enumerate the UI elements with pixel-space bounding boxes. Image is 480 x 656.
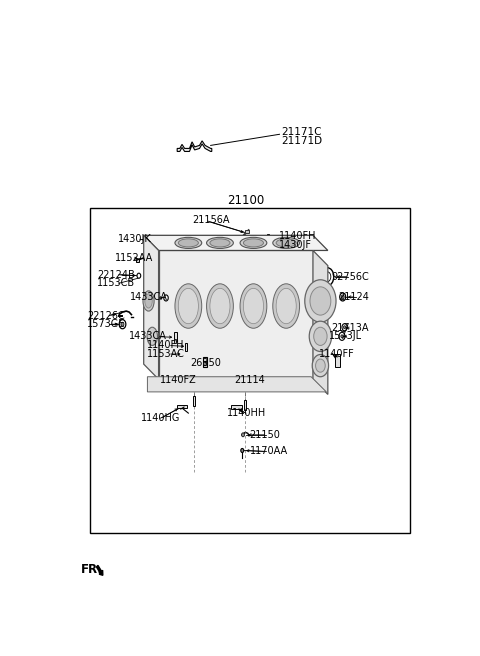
Text: 1140FH: 1140FH — [279, 232, 316, 241]
Circle shape — [310, 287, 331, 315]
Text: 1573GE: 1573GE — [87, 319, 125, 329]
Bar — [231, 405, 241, 409]
Text: 1140HH: 1140HH — [227, 408, 266, 418]
Text: 1170AA: 1170AA — [250, 447, 288, 457]
Circle shape — [241, 433, 244, 437]
Circle shape — [341, 335, 343, 338]
Circle shape — [241, 449, 244, 453]
Circle shape — [344, 326, 346, 329]
Bar — [174, 332, 177, 341]
Ellipse shape — [273, 284, 300, 328]
Text: 21171D: 21171D — [281, 136, 323, 146]
Ellipse shape — [178, 289, 198, 323]
Text: 22124B: 22124B — [97, 270, 135, 279]
Bar — [245, 230, 249, 233]
Ellipse shape — [276, 289, 296, 323]
Circle shape — [137, 273, 141, 278]
Text: 1153AC: 1153AC — [147, 349, 185, 359]
Ellipse shape — [240, 237, 267, 249]
Circle shape — [309, 321, 332, 352]
Text: 21171C: 21171C — [281, 127, 322, 136]
Circle shape — [342, 323, 347, 331]
Polygon shape — [147, 377, 326, 392]
Ellipse shape — [210, 289, 230, 323]
FancyArrow shape — [96, 565, 103, 575]
Text: 92756C: 92756C — [332, 272, 369, 281]
Ellipse shape — [206, 237, 233, 249]
Bar — [185, 343, 187, 352]
Circle shape — [173, 241, 178, 247]
Circle shape — [314, 327, 327, 346]
Circle shape — [265, 241, 270, 247]
Ellipse shape — [175, 284, 202, 328]
Polygon shape — [144, 236, 158, 379]
Text: 26350: 26350 — [190, 358, 221, 367]
Polygon shape — [177, 141, 212, 152]
Text: 21150: 21150 — [250, 430, 281, 440]
Bar — [90, 207, 410, 533]
Text: FR.: FR. — [81, 564, 102, 576]
Text: 1140FF: 1140FF — [319, 349, 354, 359]
Bar — [192, 396, 195, 406]
Polygon shape — [313, 251, 328, 394]
Bar — [177, 405, 187, 408]
Text: 21100: 21100 — [228, 194, 264, 207]
Bar — [135, 258, 139, 262]
Circle shape — [312, 354, 329, 377]
Ellipse shape — [178, 239, 198, 247]
Circle shape — [315, 359, 325, 372]
Text: 21114: 21114 — [234, 375, 265, 385]
Text: 1433CA: 1433CA — [129, 331, 167, 341]
Ellipse shape — [243, 289, 264, 323]
Text: 1153CB: 1153CB — [97, 278, 135, 288]
Text: 21156A: 21156A — [192, 215, 229, 225]
Text: 1573JL: 1573JL — [329, 331, 362, 341]
Text: 1152AA: 1152AA — [115, 253, 153, 263]
Text: 1140FH: 1140FH — [147, 340, 185, 350]
Bar — [174, 339, 176, 343]
Polygon shape — [144, 236, 328, 251]
Text: 1140FZ: 1140FZ — [160, 375, 196, 385]
Ellipse shape — [240, 284, 267, 328]
Ellipse shape — [243, 239, 264, 247]
Text: 22126C: 22126C — [87, 311, 124, 321]
Circle shape — [121, 322, 124, 326]
Text: 1430JK: 1430JK — [118, 234, 151, 244]
Circle shape — [119, 319, 126, 329]
Bar — [267, 234, 268, 241]
Text: 21713A: 21713A — [332, 323, 369, 333]
Ellipse shape — [206, 284, 233, 328]
Ellipse shape — [276, 239, 296, 247]
Circle shape — [164, 295, 168, 301]
Text: 1433CA: 1433CA — [130, 293, 168, 302]
Circle shape — [204, 361, 206, 365]
Ellipse shape — [147, 327, 157, 346]
Ellipse shape — [175, 237, 202, 249]
Circle shape — [339, 333, 345, 340]
Polygon shape — [158, 251, 313, 379]
Bar — [203, 357, 207, 367]
Ellipse shape — [210, 239, 230, 247]
Bar — [335, 354, 340, 367]
Text: 1430JF: 1430JF — [279, 240, 312, 250]
Text: 1140HG: 1140HG — [141, 413, 180, 423]
Bar — [243, 400, 246, 410]
Circle shape — [340, 293, 346, 301]
Ellipse shape — [273, 237, 300, 249]
Text: 21124: 21124 — [338, 292, 369, 302]
Circle shape — [341, 295, 344, 299]
Ellipse shape — [145, 294, 152, 308]
Circle shape — [305, 279, 336, 322]
Ellipse shape — [143, 291, 154, 311]
